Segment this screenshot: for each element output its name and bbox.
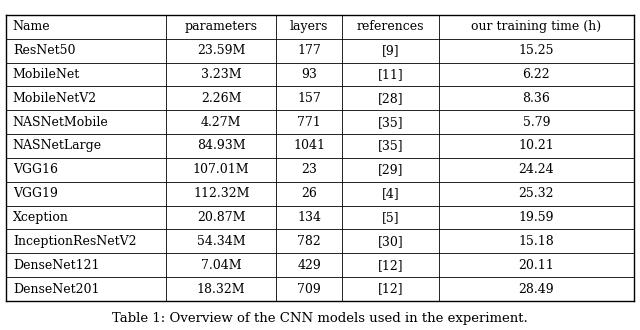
Text: [4]: [4] bbox=[381, 187, 399, 200]
Text: 1041: 1041 bbox=[293, 140, 325, 152]
Text: 8.36: 8.36 bbox=[522, 92, 550, 105]
Text: 20.87M: 20.87M bbox=[197, 211, 246, 224]
Text: Table 1: Overview of the CNN models used in the experiment.: Table 1: Overview of the CNN models used… bbox=[112, 312, 528, 325]
Text: 157: 157 bbox=[297, 92, 321, 105]
Text: 7.04M: 7.04M bbox=[201, 259, 241, 272]
Text: 3.23M: 3.23M bbox=[201, 68, 241, 81]
Text: 112.32M: 112.32M bbox=[193, 187, 250, 200]
Text: NASNetMobile: NASNetMobile bbox=[13, 115, 109, 129]
Text: ResNet50: ResNet50 bbox=[13, 44, 76, 57]
Text: 19.59: 19.59 bbox=[518, 211, 554, 224]
Text: 28.49: 28.49 bbox=[518, 282, 554, 296]
Text: [30]: [30] bbox=[378, 235, 403, 248]
Text: 4.27M: 4.27M bbox=[201, 115, 241, 129]
Text: our training time (h): our training time (h) bbox=[471, 20, 602, 33]
Text: 23: 23 bbox=[301, 163, 317, 176]
Text: [35]: [35] bbox=[378, 140, 403, 152]
Text: 6.22: 6.22 bbox=[523, 68, 550, 81]
Text: 26: 26 bbox=[301, 187, 317, 200]
Text: DenseNet121: DenseNet121 bbox=[13, 259, 99, 272]
Text: [11]: [11] bbox=[378, 68, 403, 81]
Text: 15.25: 15.25 bbox=[518, 44, 554, 57]
Text: 93: 93 bbox=[301, 68, 317, 81]
Text: 709: 709 bbox=[297, 282, 321, 296]
Text: 107.01M: 107.01M bbox=[193, 163, 250, 176]
Text: DenseNet201: DenseNet201 bbox=[13, 282, 99, 296]
Text: 84.93M: 84.93M bbox=[197, 140, 246, 152]
Text: MobileNetV2: MobileNetV2 bbox=[13, 92, 97, 105]
Text: layers: layers bbox=[290, 20, 328, 33]
Text: 177: 177 bbox=[297, 44, 321, 57]
Text: Xception: Xception bbox=[13, 211, 68, 224]
Text: [29]: [29] bbox=[378, 163, 403, 176]
Text: MobileNet: MobileNet bbox=[13, 68, 80, 81]
Text: 5.79: 5.79 bbox=[523, 115, 550, 129]
Text: [9]: [9] bbox=[381, 44, 399, 57]
Text: 429: 429 bbox=[297, 259, 321, 272]
Text: [5]: [5] bbox=[381, 211, 399, 224]
Text: 23.59M: 23.59M bbox=[197, 44, 245, 57]
Text: InceptionResNetV2: InceptionResNetV2 bbox=[13, 235, 136, 248]
Text: 134: 134 bbox=[297, 211, 321, 224]
Text: [12]: [12] bbox=[378, 259, 403, 272]
Text: 24.24: 24.24 bbox=[518, 163, 554, 176]
Text: 2.26M: 2.26M bbox=[201, 92, 241, 105]
Text: 20.11: 20.11 bbox=[518, 259, 554, 272]
Text: 771: 771 bbox=[297, 115, 321, 129]
Text: parameters: parameters bbox=[185, 20, 258, 33]
Text: [28]: [28] bbox=[378, 92, 403, 105]
Text: VGG19: VGG19 bbox=[13, 187, 58, 200]
Text: 10.21: 10.21 bbox=[518, 140, 554, 152]
Text: 18.32M: 18.32M bbox=[197, 282, 246, 296]
Text: Name: Name bbox=[13, 20, 51, 33]
Text: VGG16: VGG16 bbox=[13, 163, 58, 176]
Text: NASNetLarge: NASNetLarge bbox=[13, 140, 102, 152]
Text: references: references bbox=[357, 20, 424, 33]
Text: 25.32: 25.32 bbox=[518, 187, 554, 200]
Text: [35]: [35] bbox=[378, 115, 403, 129]
Text: 54.34M: 54.34M bbox=[197, 235, 246, 248]
Text: 782: 782 bbox=[297, 235, 321, 248]
Text: 15.18: 15.18 bbox=[518, 235, 554, 248]
Text: [12]: [12] bbox=[378, 282, 403, 296]
